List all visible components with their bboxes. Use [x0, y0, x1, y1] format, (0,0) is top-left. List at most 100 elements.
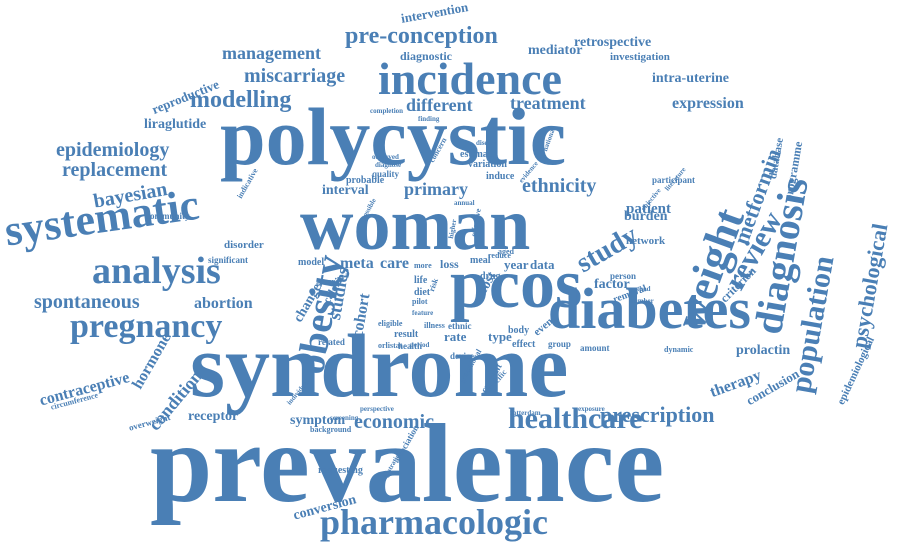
word-syndrome: syndrome	[190, 317, 569, 416]
word-health: health	[398, 341, 423, 351]
word-body: body	[508, 325, 530, 336]
word-rotterdam: rotterdam	[510, 409, 541, 417]
word-feature: feature	[412, 309, 434, 317]
word-abortion: abortion	[194, 295, 253, 312]
word-ethnicity: ethnicity	[522, 175, 597, 197]
word-data: data	[530, 257, 555, 272]
word-diagnostic: diagnostic	[400, 49, 453, 63]
word-finding: finding	[418, 115, 440, 123]
word-treatment: treatment	[510, 93, 586, 113]
word-period: period	[410, 341, 430, 349]
word-pcos: pcos	[450, 246, 583, 323]
word-pregnancy: pregnancy	[70, 308, 223, 345]
word-spontaneous: spontaneous	[34, 291, 140, 313]
word-primary: primary	[404, 179, 468, 199]
word-device: device	[450, 351, 474, 361]
word-estimate: estimate	[460, 149, 496, 160]
word-diabetes: diabetes	[548, 276, 751, 341]
word-loss: loss	[440, 257, 459, 271]
word-orlistat: orlistat	[378, 341, 403, 350]
word-pilot: pilot	[412, 297, 428, 306]
word-retrospective: retrospective	[574, 35, 652, 50]
word-polycystic: polycystic	[220, 91, 567, 182]
word-patient: patient	[626, 201, 671, 217]
word-woman: woman	[300, 184, 531, 266]
word-general: general	[316, 277, 342, 286]
word-rate: rate	[444, 329, 467, 344]
word-year: year	[504, 257, 529, 272]
word-modelling: modelling	[190, 87, 292, 113]
word-induce: induce	[486, 171, 515, 182]
word-burden: burden	[624, 209, 668, 224]
word-mediator: mediator	[528, 43, 583, 58]
word-significant: significant	[208, 255, 249, 265]
word-background: background	[310, 425, 352, 434]
word-network: network	[626, 235, 666, 247]
word-person: person	[610, 271, 637, 281]
word-factor: factor	[594, 277, 630, 292]
word-group: group	[548, 339, 571, 349]
word-observed: observed	[372, 153, 399, 161]
word-care: care	[380, 255, 410, 272]
word-investigation: investigation	[610, 51, 670, 63]
word-effect: effect	[512, 339, 536, 350]
word-number: number	[630, 297, 654, 305]
word-reduce: reduce	[488, 251, 511, 260]
word-prevalence: prevalence	[150, 402, 665, 526]
word-diagnose: diagnose	[375, 161, 402, 169]
word-disorder: disorder	[224, 239, 264, 251]
word-related: related	[318, 337, 345, 347]
word-more: more	[414, 261, 432, 270]
word-expression: expression	[672, 95, 744, 112]
word-analysis: analysis	[92, 250, 221, 292]
word-requesting: requesting	[318, 465, 363, 476]
word-ethnic: ethnic	[448, 321, 472, 331]
word-prescription: prescription	[600, 402, 715, 427]
word-completion: completion	[370, 107, 404, 115]
word-diet: diet	[414, 287, 431, 298]
word-annual: annual	[454, 199, 475, 207]
word-participant: participant	[652, 175, 696, 185]
word-healthcare: healthcare	[508, 402, 643, 435]
word-amount: amount	[580, 343, 610, 353]
word-pre-conception: pre-conception	[345, 23, 498, 49]
word-eligible: eligible	[378, 319, 403, 328]
word-intervention: intervention	[399, 0, 470, 26]
word-quality: quality	[372, 169, 400, 179]
word-community: community	[146, 211, 190, 221]
word-type: type	[488, 329, 512, 344]
word-aged: aged	[498, 247, 514, 256]
word-probable: probable	[346, 175, 385, 186]
word-method: method	[628, 285, 651, 293]
word-model: model	[298, 257, 325, 268]
word-exposure: exposure	[578, 405, 605, 413]
word-interval: interval	[322, 183, 369, 198]
word-receptor: receptor	[188, 409, 239, 424]
word-different: different	[406, 95, 473, 115]
word-miscarriage: miscarriage	[244, 65, 346, 87]
word-replacement: replacement	[62, 159, 168, 181]
word-management: management	[222, 43, 321, 63]
word-result: result	[394, 329, 419, 340]
word-epidemiology: epidemiology	[56, 139, 170, 161]
word-study: study	[571, 219, 644, 280]
word-meta: meta	[340, 255, 374, 272]
word-perspective: perspective	[360, 405, 394, 413]
word-disease: disease	[476, 139, 497, 147]
word-prolactin: prolactin	[736, 343, 791, 358]
word-intra-uterine: intra-uterine	[652, 71, 729, 86]
word-screening: screening	[330, 414, 359, 422]
word-psychological: psychological	[846, 221, 893, 350]
word-variation: variation	[468, 159, 507, 170]
word-meal: meal	[470, 255, 491, 266]
word-risk: risk	[427, 277, 441, 293]
word-dynamic: dynamic	[664, 345, 694, 354]
word-liraglutide: liraglutide	[144, 117, 207, 132]
word-symptom: symptom	[290, 413, 346, 428]
word-incidence: incidence	[378, 53, 562, 104]
word-pharmacologic: pharmacologic	[320, 502, 548, 542]
word-economic: economic	[354, 411, 434, 433]
word-illness: illness	[424, 321, 445, 330]
word-drug: drug	[480, 271, 501, 282]
